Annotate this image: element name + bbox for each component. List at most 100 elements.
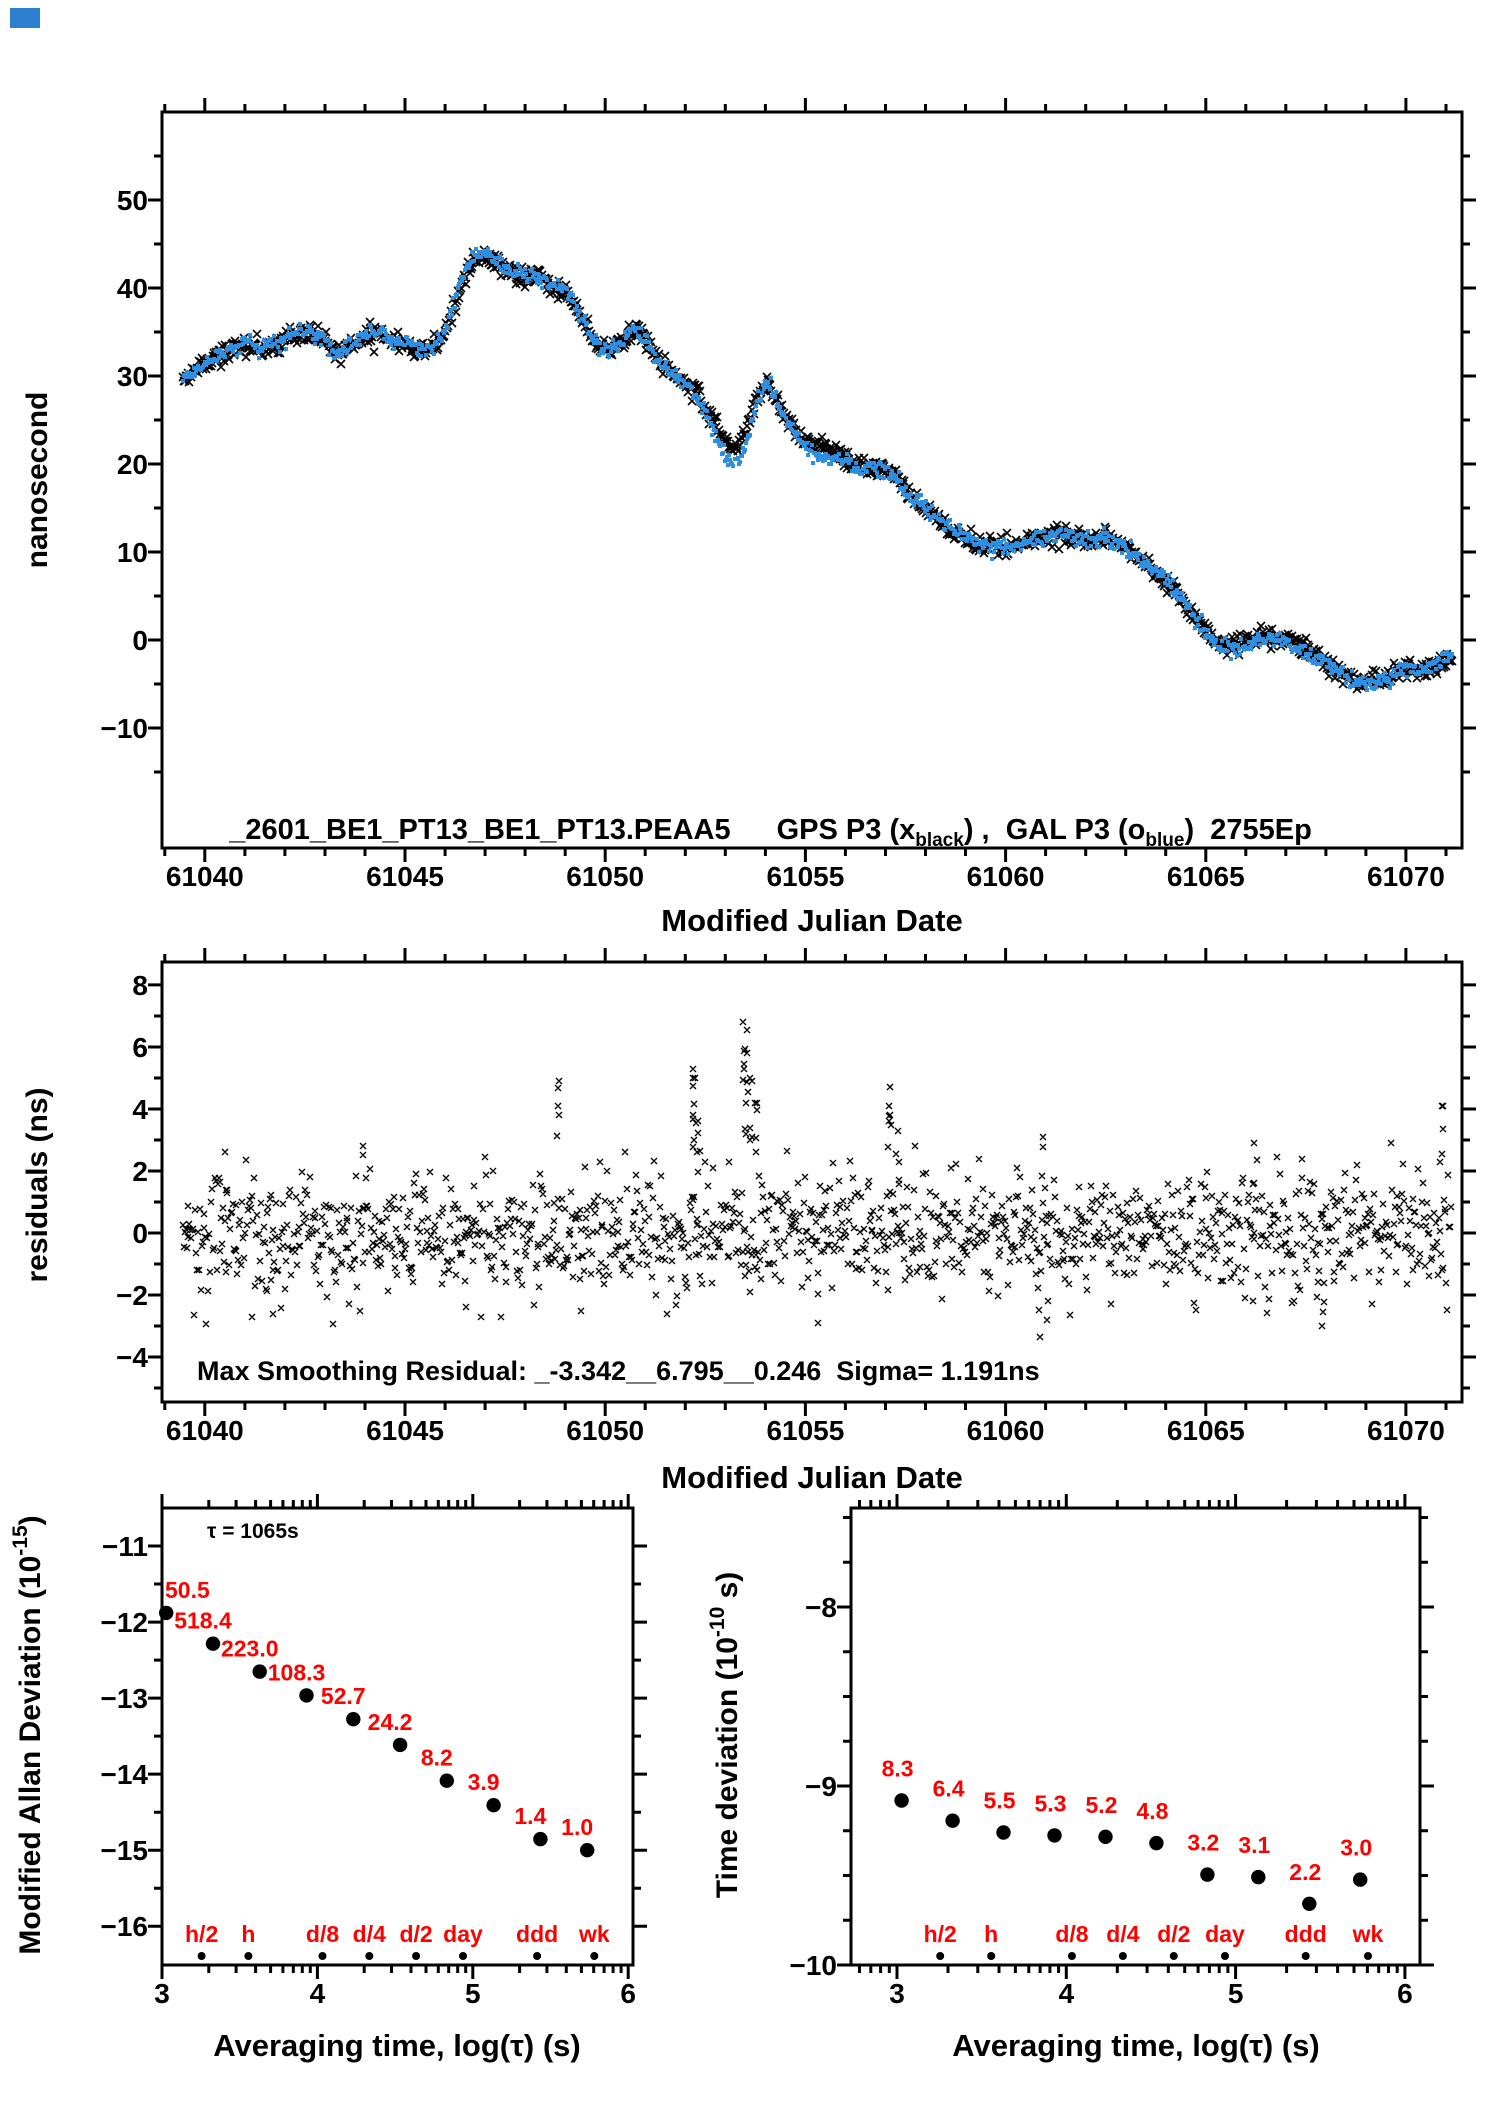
- mdev-chart-ylabel: Modified Allan Deviation (10-15): [9, 1515, 47, 1954]
- tdev-chart-point-label: 4.8: [1136, 1798, 1168, 1824]
- mdev-chart-frame: [160, 1506, 635, 1967]
- residual-chart-ytick-label: 4: [132, 1094, 148, 1125]
- gal-points: [181, 247, 1454, 692]
- top-chart-xtick-label: 61065: [1167, 861, 1245, 892]
- residual-chart-xtick-label: 61060: [967, 1415, 1045, 1446]
- mdev-chart-point-label: 50.5: [165, 1577, 210, 1603]
- residual-stats-annotation: Max Smoothing Residual: _-3.342__6.795__…: [197, 1356, 1040, 1386]
- mdev-chart-point-label: 1.4: [514, 1803, 546, 1829]
- top-chart-xtick-label: 61070: [1367, 861, 1445, 892]
- mdev-chart-tau-dot: [365, 1952, 374, 1960]
- top-chart-xtick-label: 61050: [566, 861, 644, 892]
- tdev-chart-ytick-label: −10: [790, 1950, 838, 1981]
- phase-plot-annotation: _2601_BE1_PT13_BE1_PT13.PEAA5 GPS P3 (xbl…: [197, 781, 1312, 885]
- tdev-chart-ytick-label: −9: [805, 1771, 837, 1802]
- mdev-chart-xtick-label: 6: [620, 1978, 636, 2009]
- mdev-chart-point: [533, 1831, 548, 1847]
- tdev-chart-xlabel: Averaging time, log(τ) (s): [952, 2028, 1320, 2063]
- top-chart-ytick-label: 50: [117, 185, 148, 216]
- residual-points: [179, 1018, 1455, 1341]
- top-chart-ytick-label: 20: [117, 449, 148, 480]
- mdev-chart-tau-dot: [590, 1952, 599, 1960]
- tdev-chart-tau-dot: [1118, 1952, 1127, 1960]
- mdev-chart-point: [346, 1712, 361, 1727]
- mdev-chart-ytick-label: −14: [101, 1759, 149, 1790]
- mdev-chart-xtick-label: 4: [310, 1978, 326, 2009]
- top-chart-axes: [148, 98, 1476, 862]
- mdev-chart-xtick-label: 3: [154, 1978, 170, 2009]
- tdev-chart-point: [1200, 1867, 1215, 1882]
- tdev-chart-xtick-label: 4: [1059, 1978, 1075, 2009]
- tdev-chart-point-label: 5.2: [1085, 1792, 1117, 1818]
- mdev-chart-tau-dot: [459, 1952, 467, 1960]
- mdev-chart-point-label: 8.2: [421, 1745, 453, 1771]
- mdev-chart-point: [486, 1798, 501, 1813]
- mdev-chart-point-label: 24.2: [368, 1709, 413, 1735]
- residual-chart-xtick-label: 61070: [1367, 1415, 1445, 1446]
- tdev-chart-point: [1302, 1896, 1317, 1912]
- gps-series-label: GPS P3 (xblack) ,: [776, 814, 998, 851]
- mdev-chart-tau-label: h/2: [185, 1921, 218, 1947]
- residual-chart-xlabel: Modified Julian Date: [661, 1460, 962, 1495]
- mdev-chart-tau-label: wk: [578, 1921, 610, 1947]
- residual-chart-frame: [160, 960, 1464, 1404]
- residual-chart-ytick-label: 2: [132, 1156, 148, 1187]
- mdev-chart-point: [439, 1773, 454, 1788]
- tdev-chart-point-label: 3.0: [1340, 1835, 1372, 1861]
- tdev-chart-tau-dot: [1067, 1952, 1076, 1960]
- tdev-chart-ylabel: Time deviation (10-10 s): [706, 1572, 744, 1899]
- gal-series-label: GAL P3 (oblue) 2755Ep: [997, 814, 1312, 851]
- mdev-chart-point: [299, 1688, 314, 1703]
- tdev-chart-ytick-label: −8: [805, 1592, 837, 1623]
- residual-chart-axes: [148, 948, 1476, 1416]
- residual-chart-xtick-label: 61050: [566, 1415, 644, 1446]
- mdev-chart-ytick-label: −13: [101, 1683, 149, 1714]
- mdev-chart-point-label: 518.4: [174, 1608, 232, 1634]
- tdev-chart-tau-dot: [987, 1952, 996, 1960]
- tdev-chart-tau-label: d/2: [1157, 1921, 1190, 1947]
- mdev-chart-tau-dot: [197, 1952, 206, 1960]
- tdev-chart-frame: [849, 1506, 1422, 1967]
- tdev-chart-tau-dot: [1169, 1952, 1178, 1960]
- tdev-chart-point: [1098, 1829, 1113, 1845]
- mdev-chart-tau-label: h: [241, 1921, 255, 1947]
- file-id: _2601_BE1_PT13_BE1_PT13.PEAA5: [229, 814, 731, 846]
- residual-chart-ylabel: residuals (ns): [21, 1087, 54, 1282]
- residual-chart-xtick-label: 61040: [166, 1415, 244, 1446]
- tdev-chart-point: [1149, 1835, 1164, 1851]
- mdev-chart-tau-dot: [244, 1952, 253, 1960]
- gps-points: [178, 245, 1457, 694]
- residual-chart-tick-labels: 61040 61045 61050 61055 61060 61065 61070 −4 −2 0…: [116, 970, 1445, 1446]
- top-chart-ytick-label: 0: [132, 625, 148, 656]
- mdev-chart-ytick-label: −15: [101, 1835, 149, 1866]
- mdev-chart-tau-dot: [412, 1952, 421, 1960]
- tdev-chart-ticks: [837, 1494, 1434, 1979]
- residual-chart-ytick-label: −4: [116, 1342, 148, 1373]
- residual-chart-ytick-label: 6: [132, 1032, 148, 1063]
- mdev-chart-ticks: [148, 1494, 647, 1979]
- tdev-chart-point-label: 8.3: [882, 1755, 914, 1781]
- top-chart-tick-labels: 61040 61045 61050 61055 61060 61065 61070 −10 0 1…: [101, 185, 1445, 892]
- tdev-chart-xtick-label: 5: [1228, 1978, 1244, 2009]
- top-chart-xtick-label: 61040: [166, 861, 244, 892]
- tdev-chart-point-label: 5.5: [984, 1788, 1016, 1814]
- mdev-chart-tick-labels: 3 4 5 6 −11 −12 −13 −14 −15 −16: [101, 1531, 636, 2009]
- tdev-chart-tau-label: ddd: [1285, 1921, 1327, 1947]
- mdev-chart-point: [159, 1605, 174, 1621]
- mdev-chart-tau-label: d/2: [399, 1921, 432, 1947]
- top-chart-frame: [160, 110, 1464, 850]
- mdev-chart-point: [580, 1843, 595, 1858]
- mdev-chart-ytick-label: −16: [101, 1911, 149, 1942]
- tdev-chart-point-label: 2.2: [1289, 1859, 1321, 1885]
- tdev-chart-tau-row: h/2 h d/8 d/4 d/2 day ddd wk: [924, 1921, 1384, 1960]
- top-chart-xlabel: Modified Julian Date: [661, 903, 962, 938]
- mdev-chart-point: [392, 1737, 408, 1753]
- tdev-chart-tau-label: wk: [1352, 1921, 1384, 1947]
- tdev-chart-xtick-label: 6: [1397, 1978, 1413, 2009]
- mdev-chart-point-label: 1.0: [561, 1814, 593, 1840]
- residual-chart-xtick-label: 61065: [1167, 1415, 1245, 1446]
- tdev-chart-tau-dot: [936, 1952, 945, 1960]
- mdev-chart-tau-row: h/2 h d/8 d/4 d/2 day ddd wk: [185, 1921, 610, 1960]
